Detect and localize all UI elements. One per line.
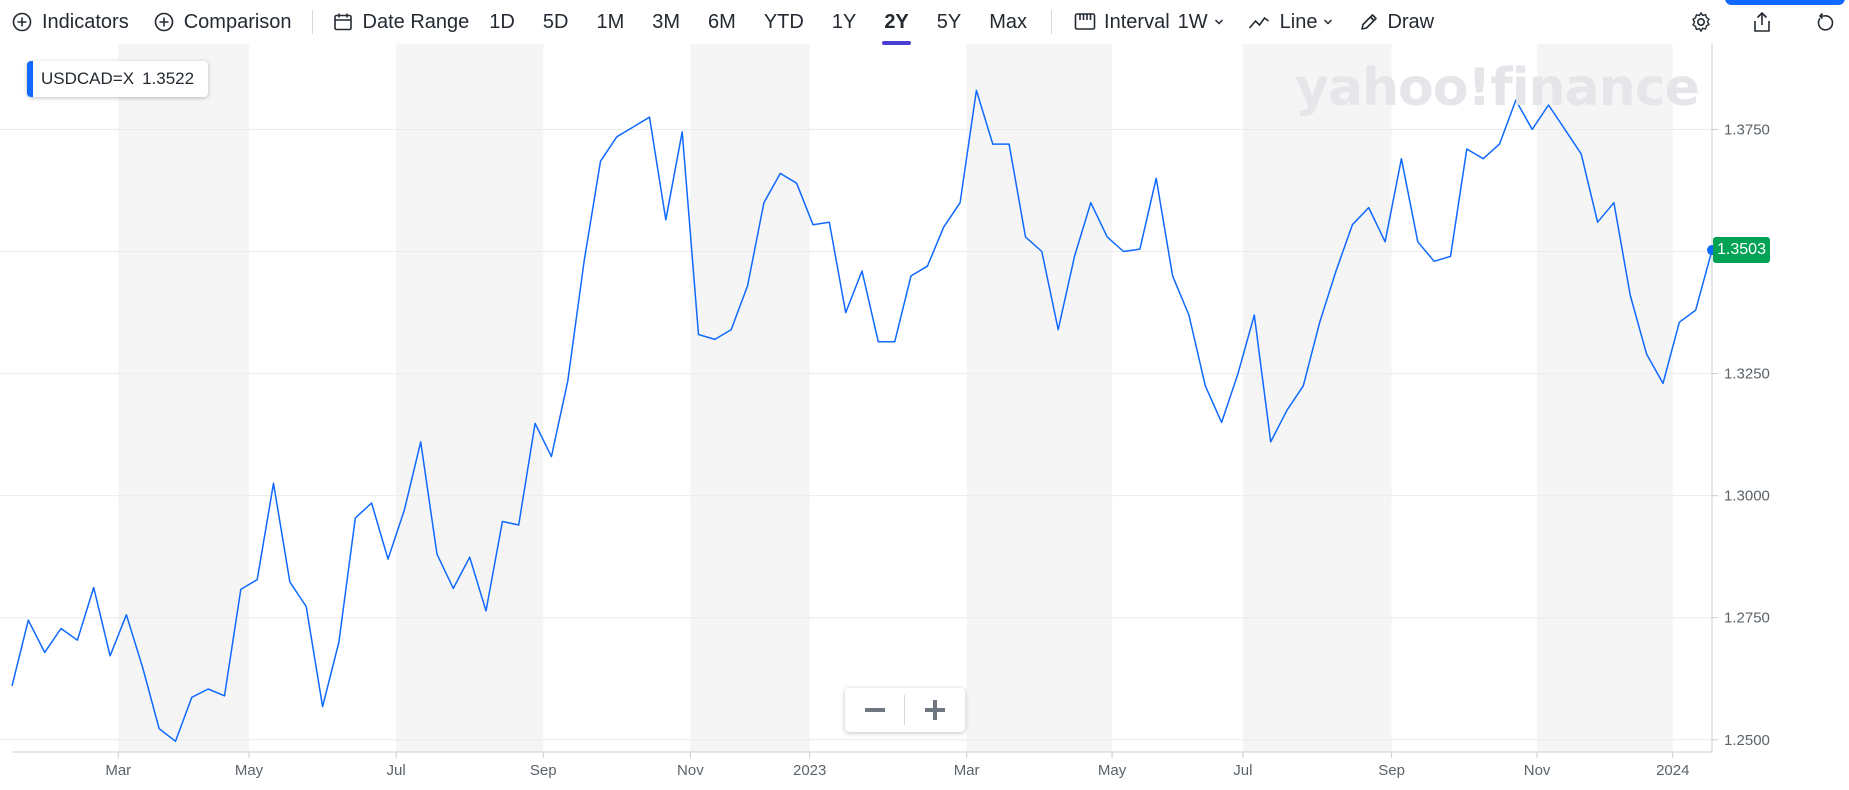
comparison-button[interactable]: Comparison: [154, 11, 292, 34]
yahoo-finance-watermark: yahoo!finance: [1295, 58, 1700, 118]
plus-icon: [924, 700, 945, 720]
plus-circle-icon: [12, 12, 32, 32]
zoom-divider: [904, 695, 905, 725]
zoom-controls: [845, 688, 965, 732]
x-tick-label: Mar: [954, 762, 980, 779]
draw-button[interactable]: Draw: [1359, 11, 1434, 34]
zoom-in-button[interactable]: [905, 688, 964, 732]
range-5y[interactable]: 5Y: [936, 10, 962, 33]
range-1m[interactable]: 1M: [596, 10, 625, 33]
x-tick-label: Nov: [1524, 762, 1551, 779]
interval-icon: [1074, 13, 1096, 30]
range-6m[interactable]: 6M: [708, 10, 736, 33]
chevron-down-icon: [1214, 19, 1223, 25]
x-tick-label: Sep: [530, 762, 557, 779]
date-range-button[interactable]: Date Range: [333, 10, 470, 34]
y-tick-label: 1.2750: [1724, 610, 1770, 627]
y-tick-label: 1.3750: [1724, 121, 1770, 138]
chevron-down-icon: [1324, 19, 1333, 25]
shaded-band: [1537, 44, 1673, 752]
y-tick-label: 1.3250: [1724, 366, 1770, 383]
range-2y[interactable]: 2Y: [882, 10, 912, 45]
header-accent-bar: [1725, 0, 1845, 5]
x-tick-label: Jul: [387, 762, 406, 779]
x-tick-label: Sep: [1378, 762, 1405, 779]
y-tick-label: 1.2500: [1724, 732, 1770, 749]
shaded-bands: [118, 44, 1673, 752]
x-tick-label: Mar: [105, 762, 131, 779]
grid-lines: [0, 128, 1712, 741]
date-range-label: Date Range: [362, 10, 470, 33]
x-tick-label: 2024: [1656, 762, 1689, 779]
reset-icon: [1817, 12, 1834, 31]
x-axis-ticks: Mar May Jul Sep Nov 2023 Mar May Jul Sep Nov 2024: [105, 752, 1689, 779]
share-icon: [1754, 12, 1770, 32]
x-tick-label: May: [235, 762, 264, 779]
shaded-band: [396, 44, 544, 752]
comparison-label: Comparison: [183, 10, 292, 33]
share-button[interactable]: [1752, 11, 1772, 33]
settings-button[interactable]: [1690, 11, 1712, 33]
chart-type-label: Line: [1279, 10, 1318, 33]
price-line: [11, 89, 1713, 743]
shaded-band: [118, 44, 250, 752]
reset-button[interactable]: [1814, 11, 1834, 33]
x-tick-label: May: [1098, 762, 1127, 779]
toolbar-right-icons: [1690, 0, 1849, 44]
interval-button[interactable]: Interval 1W: [1074, 11, 1224, 34]
minus-icon: [864, 708, 885, 712]
interval-value: 1W: [1177, 10, 1208, 33]
chart-type-button[interactable]: Line: [1248, 11, 1334, 34]
range-1d[interactable]: 1D: [489, 10, 515, 33]
legend-value: 1.3522: [142, 69, 195, 88]
pencil-icon: [1361, 14, 1378, 30]
zoom-out-button[interactable]: [845, 688, 904, 732]
x-tick-label: Nov: [677, 762, 704, 779]
indicators-label: Indicators: [42, 10, 129, 33]
y-tick-label: 1.3000: [1724, 488, 1770, 505]
toolbar-divider: [1051, 10, 1053, 34]
x-tick-label: 2023: [793, 762, 826, 779]
symbol-legend[interactable]: USDCAD=X 1.3522: [27, 61, 208, 97]
legend-color-bar: [27, 61, 33, 97]
legend-symbol: USDCAD=X: [41, 69, 135, 88]
calendar-icon: [333, 13, 352, 31]
last-price-tag: 1.3503: [1713, 237, 1770, 264]
plus-circle-icon: [154, 12, 174, 32]
range-max[interactable]: Max: [989, 10, 1028, 33]
gear-icon: [1692, 12, 1710, 32]
draw-label: Draw: [1387, 10, 1435, 33]
range-ytd[interactable]: YTD: [763, 10, 804, 33]
chart-toolbar: Indicators Comparison Date Range 1D 5D 1…: [0, 0, 1849, 45]
range-5d[interactable]: 5D: [542, 10, 569, 33]
range-3m[interactable]: 3M: [652, 10, 681, 33]
range-1y[interactable]: 1Y: [831, 10, 857, 33]
x-tick-label: Jul: [1233, 762, 1252, 779]
shaded-band: [966, 44, 1113, 752]
indicators-button[interactable]: Indicators: [12, 11, 129, 34]
shaded-band: [1242, 44, 1392, 752]
line-chart-icon: [1248, 16, 1269, 29]
interval-label: Interval: [1104, 10, 1170, 33]
toolbar-divider: [311, 10, 313, 34]
shaded-band: [690, 44, 810, 752]
